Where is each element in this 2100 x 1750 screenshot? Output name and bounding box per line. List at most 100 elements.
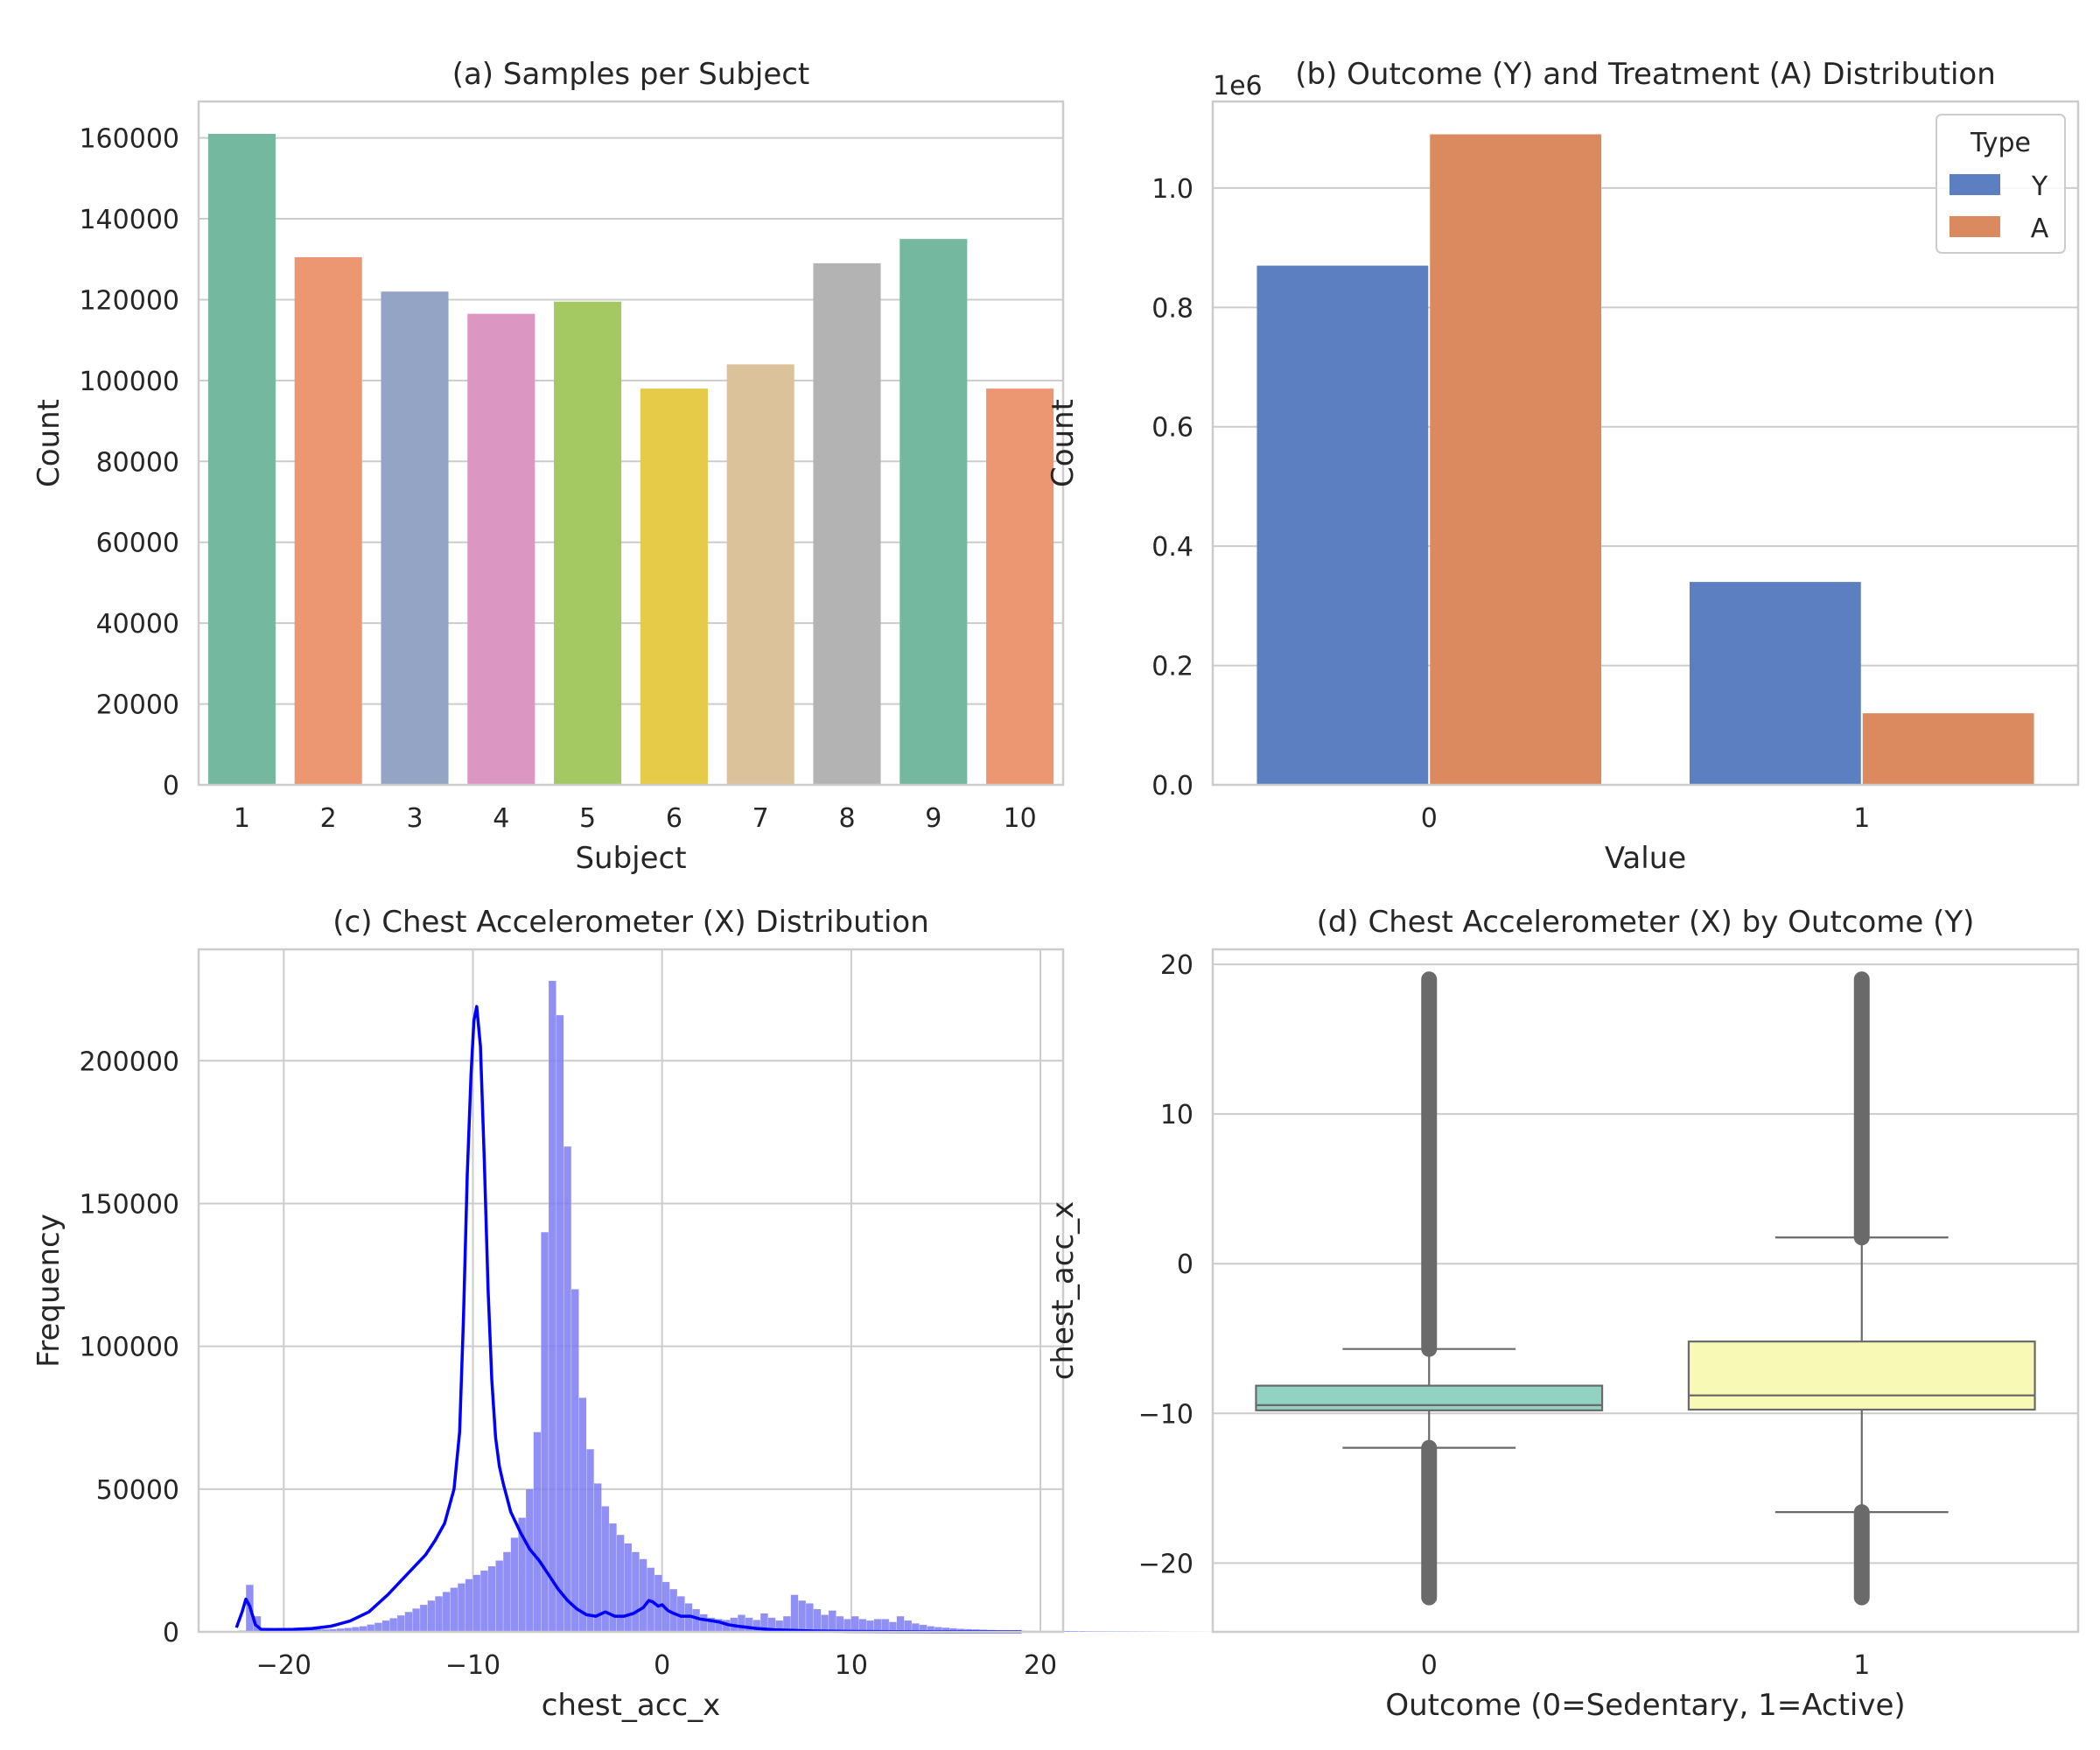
histogram-bin: [412, 1608, 421, 1633]
y-tick-label: 50000: [96, 1475, 179, 1506]
y-tick-label: 60000: [96, 528, 179, 559]
x-tick-label: 10: [1004, 803, 1037, 834]
plot-background: [199, 949, 1063, 1632]
x-tick-label: 20: [1024, 1650, 1057, 1681]
histogram-bin: [556, 1014, 564, 1633]
legend-title: Type: [1970, 128, 2031, 158]
bar-subject-7: [726, 364, 794, 785]
histogram-bin: [389, 1618, 398, 1633]
panel-c-chest-accelerometer-distribution: (c) Chest Accelerometer (X) Distribution…: [32, 905, 1390, 1723]
y-tick-label: 1.0: [1152, 174, 1194, 205]
bar-A-0: [1430, 134, 1602, 786]
histogram-bin: [578, 1397, 587, 1633]
histogram-bin: [692, 1608, 701, 1633]
histogram-bin: [631, 1551, 640, 1633]
y-offset-text: 1e6: [1213, 71, 1263, 102]
histogram-bin: [699, 1614, 708, 1633]
histogram-bin: [548, 980, 556, 1633]
bar-subject-6: [640, 388, 708, 785]
histogram-bin: [1130, 1631, 1139, 1633]
legend-label-Y: Y: [2031, 172, 2048, 202]
x-tick-label: 0: [1421, 803, 1438, 834]
x-tick-label: 0: [654, 1650, 670, 1681]
y-tick-label: 100000: [79, 1333, 179, 1363]
histogram-bin: [525, 1488, 534, 1633]
legend-swatch-Y: [1950, 174, 2000, 195]
axes-frame: [1211, 948, 2080, 1634]
histogram-bin: [790, 1594, 799, 1633]
histogram-bin: [465, 1578, 473, 1633]
bar-subject-8: [813, 262, 881, 786]
x-tick-label: 5: [579, 803, 596, 834]
chart-title: (b) Outcome (Y) and Treatment (A) Distri…: [1295, 57, 1996, 92]
box-group-0: [1255, 971, 1604, 1606]
histogram-bin: [487, 1565, 496, 1633]
axes-frame: [1211, 100, 2080, 787]
kde-line: [234, 1004, 1022, 1634]
y-tick-label: 20000: [96, 690, 179, 721]
x-axis-label: Outcome (0=Sedentary, 1=Active): [1385, 1688, 1905, 1723]
x-tick-label: 3: [406, 803, 423, 834]
bar-A-1: [1862, 713, 2034, 785]
histogram-bin: [382, 1620, 390, 1633]
chart-title: (c) Chest Accelerometer (X) Distribution: [332, 905, 929, 940]
histogram-bin: [798, 1600, 807, 1633]
y-tick-label: 10: [1160, 1100, 1194, 1130]
histogram-bin: [480, 1570, 488, 1633]
x-axis-label: chest_acc_x: [542, 1688, 721, 1723]
chart-title: (d) Chest Accelerometer (X) by Outcome (…: [1317, 905, 1975, 940]
histogram-bin: [495, 1560, 504, 1633]
x-axis-label: Subject: [575, 841, 686, 876]
panel-a-samples-per-subject: (a) Samples per Subject Subject Count 0 2000…: [32, 57, 1065, 876]
x-tick-label: 0: [1421, 1650, 1438, 1681]
x-tick-label: 9: [925, 803, 942, 834]
x-axis-label: Value: [1605, 841, 1686, 876]
histogram-bin: [639, 1558, 648, 1633]
histogram-bin: [1123, 1631, 1132, 1633]
histogram-bin: [1093, 1631, 1102, 1633]
histogram-bin: [564, 1145, 572, 1633]
histogram-bin: [1108, 1631, 1116, 1633]
histogram-bin: [457, 1583, 466, 1633]
histogram-bin: [502, 1551, 511, 1633]
plot-background: [1213, 949, 2078, 1632]
histogram-bin: [873, 1619, 882, 1633]
panel-b-outcome-treatment-distribution: (b) Outcome (Y) and Treatment (A) Distri…: [1046, 57, 2080, 876]
bar-subject-1: [207, 133, 276, 786]
y-tick-label: 40000: [96, 609, 179, 640]
histogram-bin: [805, 1603, 814, 1633]
y-tick-label: 0.6: [1152, 413, 1194, 444]
histogram-bin: [419, 1604, 428, 1633]
bar-subject-3: [381, 291, 449, 785]
histogram-bin: [435, 1596, 444, 1633]
histogram-bin: [450, 1587, 458, 1633]
bar-subject-5: [554, 301, 622, 786]
y-tick-label: 20: [1160, 950, 1194, 981]
bar-Y-0: [1256, 265, 1429, 785]
box-iqr: [1687, 1340, 2036, 1411]
histogram-bin: [881, 1619, 890, 1633]
y-tick-label: 140000: [79, 205, 179, 235]
x-tick-label: 10: [835, 1650, 868, 1681]
panel-d-chest-accelerometer-by-outcome: (d) Chest Accelerometer (X) by Outcome (…: [1046, 905, 2080, 1723]
x-tick-label: 1: [234, 803, 250, 834]
y-tick-label: 120000: [79, 285, 179, 316]
histogram-bin: [1138, 1631, 1147, 1633]
chart-title: (a) Samples per Subject: [452, 57, 810, 92]
y-axis-label: chest_acc_x: [1046, 1201, 1081, 1381]
y-tick-label: 80000: [96, 447, 179, 478]
x-tick-label: 6: [666, 803, 682, 834]
y-axis-label: Count: [32, 399, 66, 487]
histogram-bin: [472, 1574, 481, 1633]
legend-swatch-A: [1950, 216, 2000, 237]
box-group-1: [1687, 971, 2036, 1606]
histogram-bin: [1062, 1630, 1071, 1633]
histogram-bin: [367, 1624, 375, 1633]
bar-subject-9: [900, 239, 968, 785]
axes-frame: [197, 948, 1065, 1634]
y-tick-label: 160000: [79, 124, 179, 155]
x-tick-label: 2: [320, 803, 337, 834]
histogram-bin: [1085, 1630, 1094, 1633]
